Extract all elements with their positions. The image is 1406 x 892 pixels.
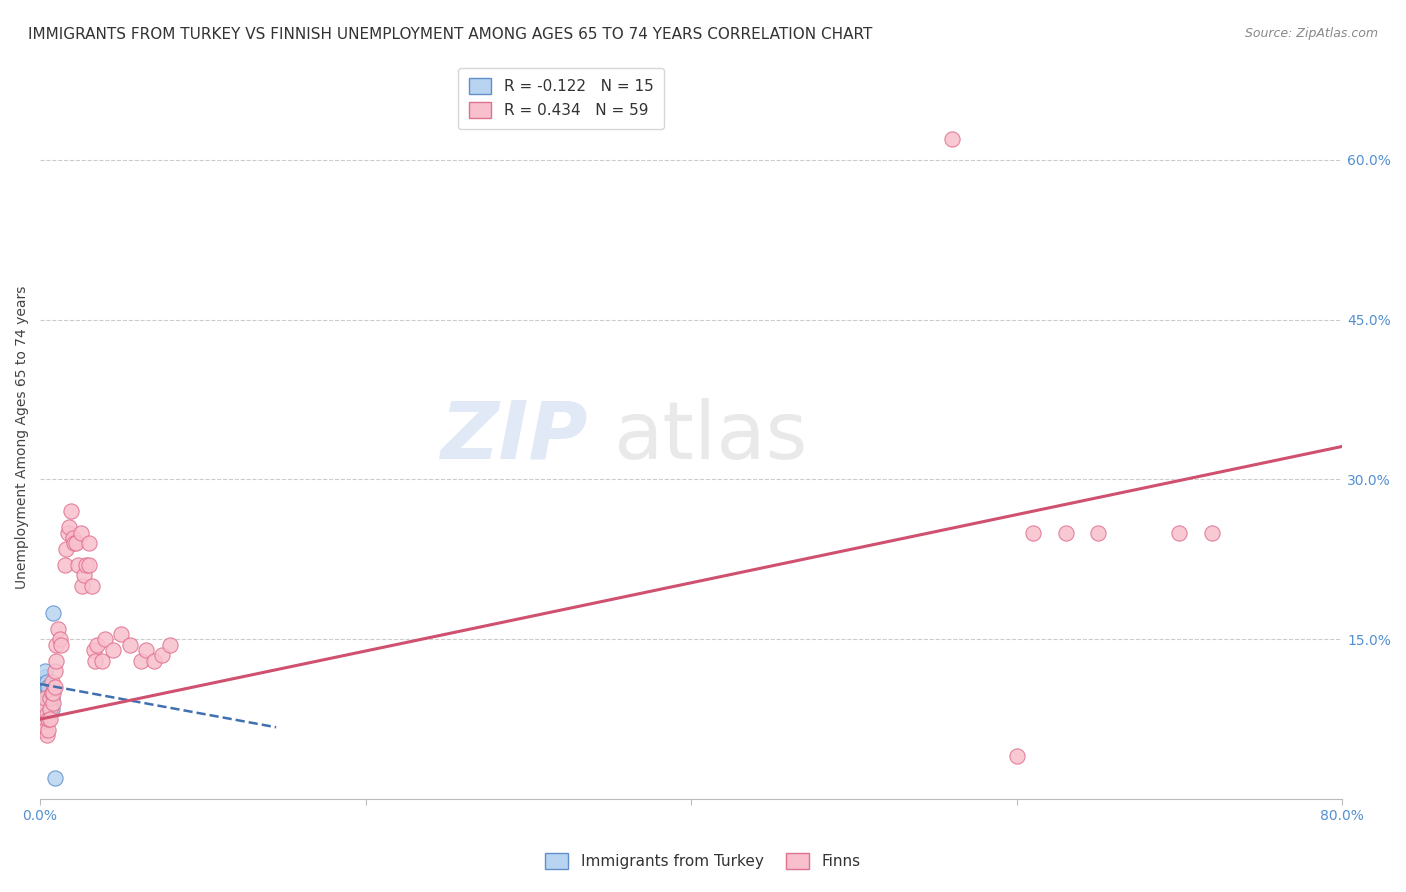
Text: ZIP: ZIP [440, 398, 588, 475]
Point [1054, 525, 1077, 540]
Point [60, 504, 83, 518]
Point [34, 664, 56, 678]
Point [46, 622, 69, 636]
Point [34, 669, 56, 683]
Point [1168, 525, 1191, 540]
Point [84, 654, 107, 668]
Point [77, 536, 100, 550]
Point [83, 643, 105, 657]
Point [1022, 525, 1045, 540]
Point [38, 690, 60, 705]
Point [62, 531, 84, 545]
Point [32, 712, 55, 726]
Point [44, 680, 66, 694]
Point [37, 690, 59, 705]
Point [103, 643, 125, 657]
Legend: Immigrants from Turkey, Finns: Immigrants from Turkey, Finns [540, 847, 866, 875]
Point [37, 680, 59, 694]
Point [129, 654, 152, 668]
Point [1087, 525, 1109, 540]
Point [44, 771, 66, 785]
Point [65, 536, 87, 550]
Point [35, 728, 58, 742]
Legend: R = -0.122   N = 15, R = 0.434   N = 59: R = -0.122 N = 15, R = 0.434 N = 59 [458, 68, 664, 128]
Point [73, 568, 96, 582]
Point [32, 701, 55, 715]
Point [135, 643, 157, 657]
Point [42, 685, 65, 699]
Point [44, 664, 66, 678]
Point [150, 648, 173, 663]
Point [69, 525, 91, 540]
Point [48, 632, 70, 647]
Point [38, 712, 60, 726]
Point [38, 696, 60, 710]
Point [1201, 525, 1223, 540]
Point [63, 536, 86, 550]
Point [31, 701, 53, 715]
Point [82, 579, 104, 593]
Point [41, 674, 63, 689]
Point [66, 558, 89, 572]
Point [35, 680, 58, 694]
Point [41, 685, 63, 699]
Point [143, 654, 166, 668]
Point [118, 638, 141, 652]
Point [41, 701, 63, 715]
Text: atlas: atlas [613, 398, 807, 475]
Point [75, 558, 97, 572]
Point [51, 638, 73, 652]
Text: Source: ZipAtlas.com: Source: ZipAtlas.com [1244, 27, 1378, 40]
Text: IMMIGRANTS FROM TURKEY VS FINNISH UNEMPLOYMENT AMONG AGES 65 TO 74 YEARS CORRELA: IMMIGRANTS FROM TURKEY VS FINNISH UNEMPL… [28, 27, 873, 42]
Y-axis label: Unemployment Among Ages 65 to 74 years: Unemployment Among Ages 65 to 74 years [15, 285, 30, 589]
Point [35, 706, 58, 721]
Point [41, 690, 63, 705]
Point [45, 654, 67, 668]
Point [37, 723, 59, 737]
Point [53, 558, 76, 572]
Point [110, 627, 132, 641]
Point [35, 674, 58, 689]
Point [86, 638, 108, 652]
Point [42, 696, 65, 710]
Point [159, 638, 181, 652]
Point [45, 638, 67, 652]
Point [32, 701, 55, 715]
Point [38, 690, 60, 705]
Point [72, 579, 94, 593]
Point [55, 541, 77, 556]
Point [37, 685, 59, 699]
Point [941, 131, 963, 145]
Point [1005, 749, 1028, 764]
Point [56, 525, 79, 540]
Point [34, 723, 56, 737]
Point [58, 520, 80, 534]
Point [34, 690, 56, 705]
Point [38, 701, 60, 715]
Point [31, 723, 53, 737]
Point [37, 712, 59, 726]
Point [77, 558, 100, 572]
Point [94, 632, 117, 647]
Point [42, 606, 65, 620]
Point [91, 654, 114, 668]
